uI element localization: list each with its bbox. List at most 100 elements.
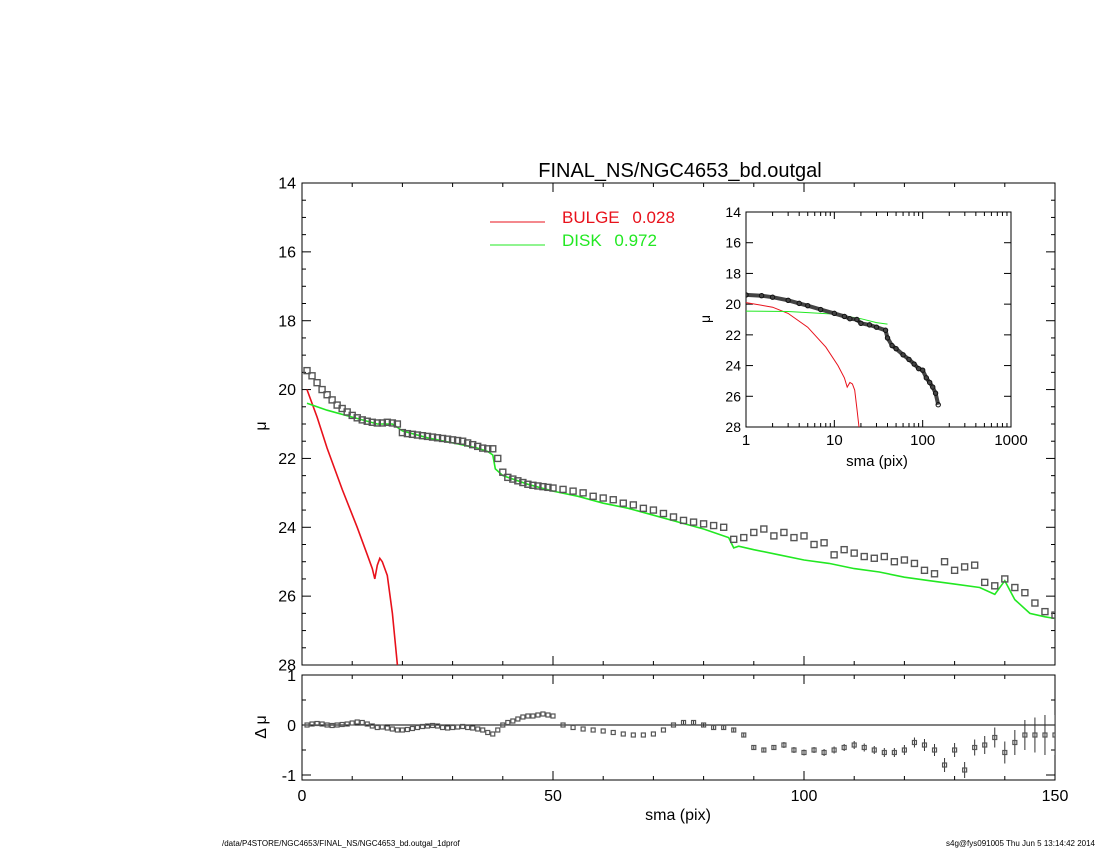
x-tick-label: 0 — [298, 788, 307, 805]
data-point — [484, 445, 492, 453]
data-point — [780, 528, 788, 537]
residual-point — [495, 727, 501, 733]
residual-point — [650, 731, 657, 737]
data-point — [443, 435, 452, 443]
data-point — [318, 385, 326, 394]
data-point — [730, 535, 738, 544]
data-point — [388, 419, 397, 427]
residual-point — [545, 712, 551, 718]
residual-point — [465, 724, 471, 731]
residual-point — [439, 724, 446, 731]
residual-point — [951, 747, 958, 753]
residual-point — [741, 732, 747, 738]
residual-point — [600, 728, 606, 734]
residual-series-layer — [302, 711, 1055, 778]
inset-axes: 14 16 18 20 22 24 26 281 10 100 1000 — [725, 204, 1027, 449]
residual-point — [781, 742, 787, 748]
residual-point — [470, 725, 476, 731]
data-point — [303, 366, 311, 375]
legend: BULGE 0.028 DISK 0.972 — [490, 208, 675, 250]
residual-point — [520, 714, 526, 720]
data-point — [629, 501, 638, 509]
x-tick-label: 100 — [910, 432, 935, 449]
data-point — [479, 444, 487, 452]
residual-point — [424, 723, 431, 729]
inset-data-point — [930, 384, 936, 390]
data-point — [1051, 611, 1055, 619]
residual-point — [384, 725, 390, 731]
data-point — [950, 566, 959, 575]
y-tick-label: 1 — [287, 668, 296, 685]
residual-point — [530, 713, 536, 719]
legend-disk-label: DISK — [562, 231, 602, 250]
residual-point — [475, 726, 481, 732]
legend-disk: DISK 0.972 — [562, 231, 657, 250]
residual-point — [480, 727, 486, 733]
y-tick-label: 16 — [278, 244, 296, 261]
inset-bulge-line — [746, 302, 860, 427]
residual-point — [359, 719, 365, 726]
data-point — [1001, 575, 1009, 583]
residual-point — [329, 722, 335, 729]
data-point — [820, 539, 828, 547]
data-point — [599, 494, 607, 502]
residual-point — [455, 724, 461, 730]
residual-point — [941, 762, 948, 768]
inset-data-point — [831, 310, 838, 317]
residual-point — [620, 731, 626, 737]
data-point — [408, 430, 417, 439]
legend-bulge-label: BULGE — [562, 208, 620, 227]
data-point — [363, 417, 371, 425]
y-tick-label: 28 — [278, 658, 296, 675]
residual-point — [450, 724, 456, 731]
data-point — [1021, 589, 1029, 597]
inset-data-point — [893, 345, 899, 352]
y-tick-label: 26 — [725, 388, 741, 404]
y-tick-label: 20 — [278, 382, 296, 399]
data-point — [639, 504, 648, 513]
data-point — [418, 432, 427, 440]
footer-timestamp: s4g@fys091005 Thu Jun 5 13:14:42 2014 — [946, 839, 1095, 848]
data-point — [519, 478, 527, 487]
data-point — [534, 482, 542, 490]
residual-point — [660, 727, 667, 733]
residual-point — [921, 742, 928, 748]
x-tick-label: 150 — [1042, 788, 1069, 805]
x-tick-label: 50 — [544, 788, 562, 805]
residual-point — [821, 749, 827, 756]
residual-point — [610, 729, 616, 736]
inset-data-point — [923, 375, 930, 381]
data-point — [433, 434, 442, 442]
residual-point — [630, 732, 636, 738]
inset-data-trace — [746, 292, 941, 406]
data-point — [438, 434, 447, 443]
data-point — [489, 445, 497, 453]
residual-point — [364, 721, 370, 727]
residual-point — [841, 744, 847, 751]
residual-point — [490, 731, 496, 737]
residual-point — [911, 739, 918, 746]
data-point — [860, 552, 868, 561]
data-point — [448, 436, 457, 444]
legend-bulge: BULGE 0.028 — [562, 208, 675, 227]
y-tick-label: 14 — [725, 204, 741, 220]
chart-title: FINAL_NS/NGC4653_bd.outgal — [538, 160, 822, 182]
data-point — [840, 545, 848, 554]
data-point — [368, 418, 376, 426]
inset-data-point — [769, 294, 776, 300]
data-point — [940, 558, 949, 566]
inset-data-point — [746, 292, 749, 298]
inset-data-point — [926, 379, 933, 386]
residual-point — [670, 722, 677, 728]
x-tick-label: 1000 — [994, 432, 1027, 449]
residual-point — [640, 732, 646, 738]
inset-data-point — [858, 320, 864, 327]
y-tick-label: 16 — [725, 235, 741, 251]
residual-point — [429, 722, 436, 729]
residual-point — [791, 747, 797, 753]
residual-point — [871, 747, 877, 753]
data-point — [373, 419, 381, 427]
footer-file-path: /data/P4STORE/NGC4653/FINAL_NS/NGC4653_b… — [222, 839, 460, 848]
inset-series-layer — [746, 292, 941, 427]
data-point — [524, 480, 532, 488]
